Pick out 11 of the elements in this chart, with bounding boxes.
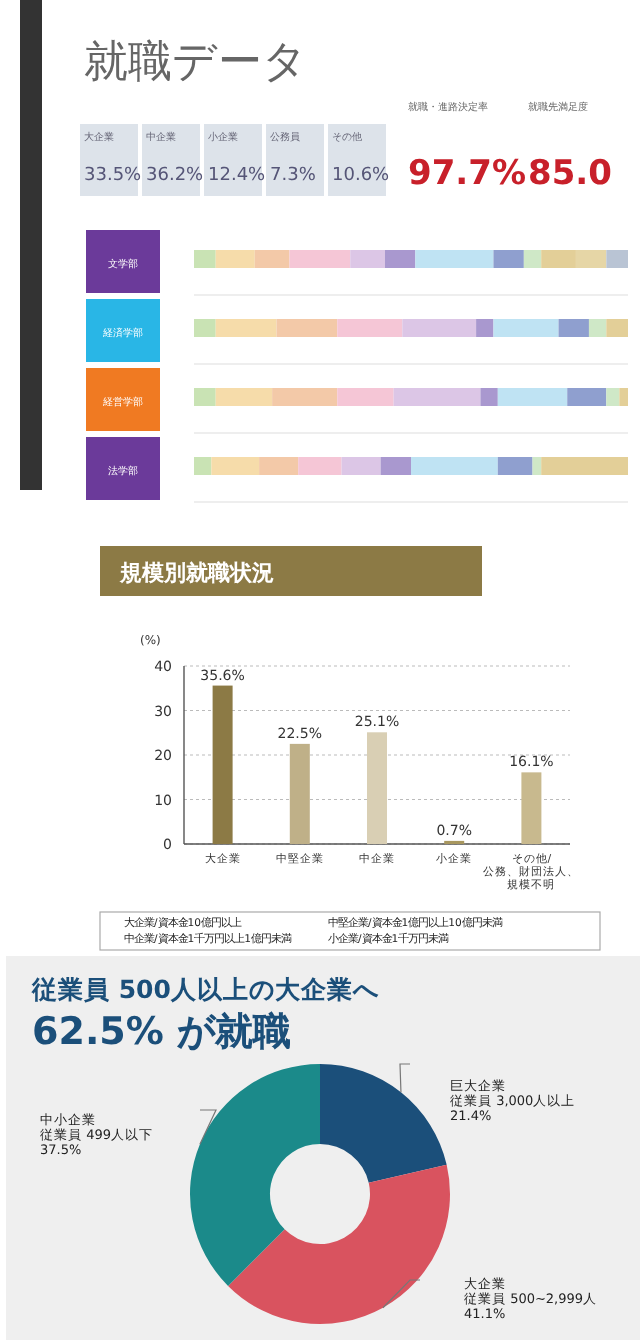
text: 33.5% <box>84 166 142 186</box>
title: 従業員 500人以上の大企業へ <box>32 974 379 1004</box>
text: 36.2% <box>146 166 204 186</box>
text: 97.7% <box>408 154 526 194</box>
subtitle: 62.5% が就職 <box>32 1010 292 1054</box>
text: 12.4% <box>208 166 266 186</box>
text: 10.6% <box>332 166 390 186</box>
text: 85.0 <box>528 154 613 194</box>
title: 就職データ <box>84 38 308 88</box>
text: 7.3% <box>270 166 316 186</box>
title: 規模別就職状況 <box>120 560 274 586</box>
